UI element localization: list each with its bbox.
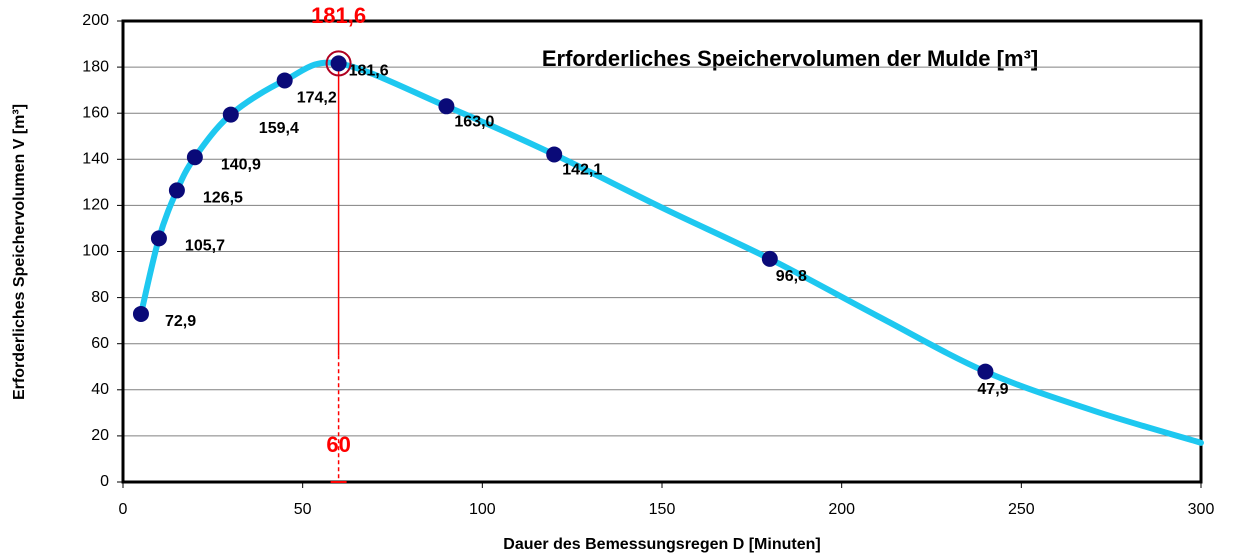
point <box>438 98 455 115</box>
data-label: 72,9 <box>165 313 196 330</box>
data-label: 163,0 <box>454 114 494 131</box>
x-tick-label: 200 <box>828 501 855 518</box>
point <box>150 230 167 247</box>
y-tick-label: 40 <box>91 381 109 398</box>
point <box>186 149 203 166</box>
y-tick-label: 180 <box>82 58 109 75</box>
x-tick-label: 250 <box>1008 501 1035 518</box>
highlight-ring <box>325 50 352 77</box>
data-label: 96,8 <box>776 268 807 285</box>
data-label: 142,1 <box>562 162 602 179</box>
x-tick-label: 50 <box>294 501 312 518</box>
y-tick-label: 20 <box>91 427 109 444</box>
point <box>761 250 778 267</box>
data-label: 126,5 <box>203 190 243 207</box>
data-label: 174,2 <box>297 90 337 107</box>
x-tick-label: 300 <box>1188 501 1215 518</box>
x-tick-label: 150 <box>649 501 676 518</box>
data-label: 181,6 <box>349 63 389 80</box>
y-tick-label: 0 <box>100 473 109 490</box>
data-label: 159,4 <box>259 120 299 137</box>
y-tick-label: 140 <box>82 151 109 168</box>
y-tick-label: 80 <box>91 289 109 306</box>
curve <box>137 59 1204 446</box>
point <box>276 72 293 89</box>
highlight-y-label: 181,6 <box>311 3 366 28</box>
y-tick-label: 120 <box>82 197 109 214</box>
y-tick-label: 60 <box>91 335 109 352</box>
y-tick-label: 160 <box>82 104 109 121</box>
point <box>330 55 347 72</box>
point <box>168 182 185 199</box>
data-label: 47,9 <box>977 381 1008 398</box>
point <box>132 305 149 322</box>
data-label: 140,9 <box>221 156 261 173</box>
x-tick-label: 100 <box>469 501 496 518</box>
plot-frame <box>121 19 1203 484</box>
x-tick-label: 0 <box>119 501 128 518</box>
data-label: 105,7 <box>185 238 225 255</box>
x-axis-label: Dauer des Bemessungsregen D [Minuten] <box>503 536 820 553</box>
y-tick-label: 100 <box>82 243 109 260</box>
point <box>977 363 994 380</box>
y-axis-label: Erforderliches Speichervolumen V [m³] <box>11 104 28 400</box>
point <box>222 106 239 123</box>
point <box>546 146 563 163</box>
y-tick-label: 200 <box>82 12 109 29</box>
highlight-x-label: 60 <box>326 432 350 457</box>
